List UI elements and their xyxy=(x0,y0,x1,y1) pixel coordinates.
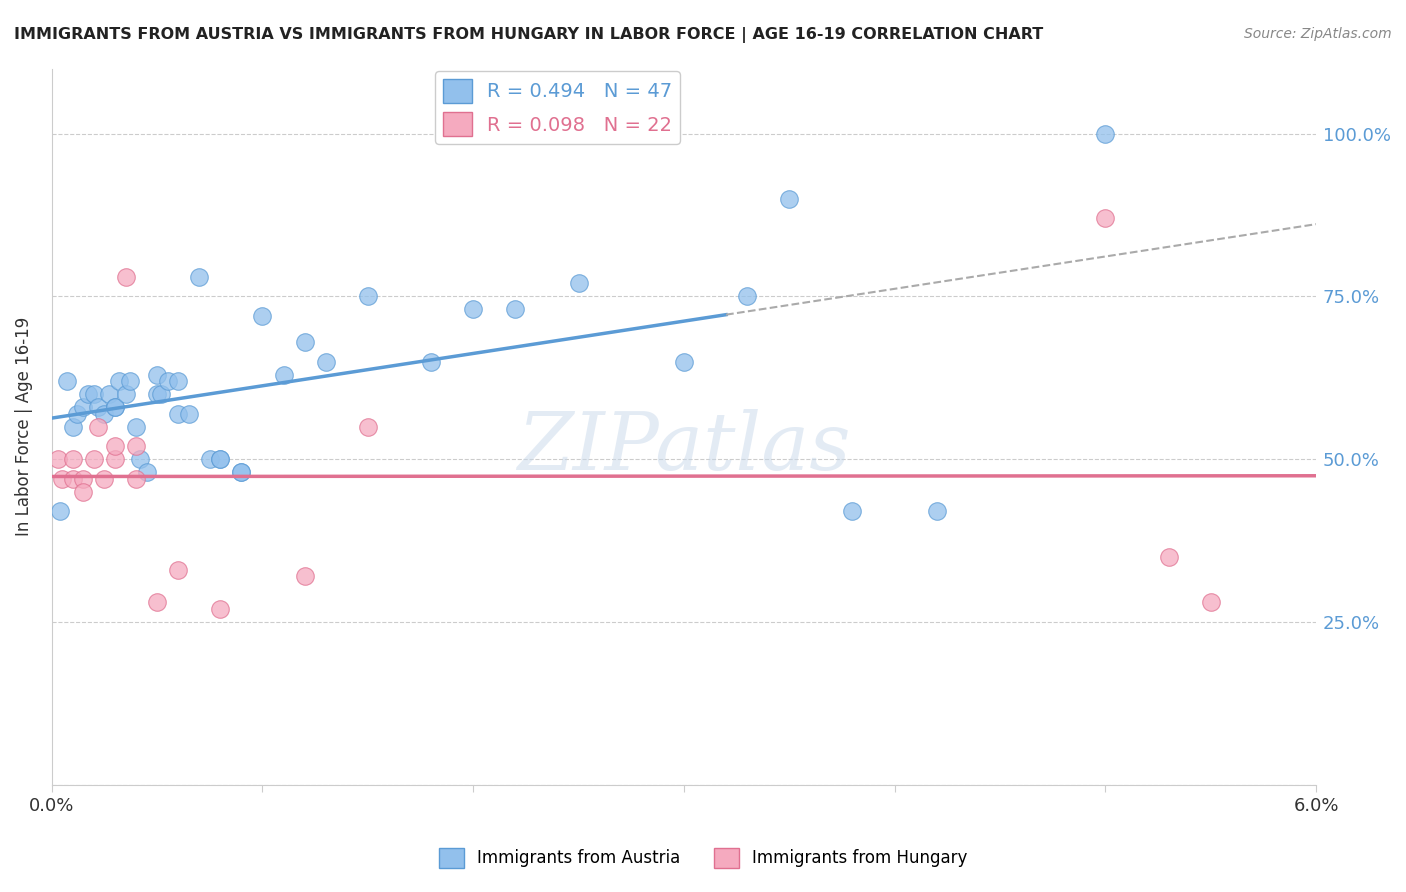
Point xyxy=(167,407,190,421)
Point xyxy=(93,407,115,421)
Point xyxy=(125,439,148,453)
Point xyxy=(83,452,105,467)
Point xyxy=(62,472,84,486)
Point xyxy=(108,374,131,388)
Point xyxy=(51,472,73,486)
Point xyxy=(146,595,169,609)
Point xyxy=(76,387,98,401)
Point xyxy=(156,374,179,388)
Point xyxy=(150,387,173,401)
Point xyxy=(87,400,110,414)
Point xyxy=(231,465,253,479)
Text: ZIPatlas: ZIPatlas xyxy=(517,409,851,487)
Point xyxy=(177,407,200,421)
Point xyxy=(1094,127,1116,141)
Legend: Immigrants from Austria, Immigrants from Hungary: Immigrants from Austria, Immigrants from… xyxy=(432,841,974,875)
Point xyxy=(1199,595,1222,609)
Point xyxy=(294,334,316,349)
Text: IMMIGRANTS FROM AUSTRIA VS IMMIGRANTS FROM HUNGARY IN LABOR FORCE | AGE 16-19 CO: IMMIGRANTS FROM AUSTRIA VS IMMIGRANTS FR… xyxy=(14,27,1043,43)
Point xyxy=(83,387,105,401)
Text: Source: ZipAtlas.com: Source: ZipAtlas.com xyxy=(1244,27,1392,41)
Point xyxy=(357,289,380,303)
Point xyxy=(146,368,169,382)
Point xyxy=(925,504,948,518)
Point xyxy=(1094,211,1116,226)
Point xyxy=(114,387,136,401)
Point xyxy=(104,452,127,467)
Point xyxy=(125,419,148,434)
Legend: R = 0.494   N = 47, R = 0.098   N = 22: R = 0.494 N = 47, R = 0.098 N = 22 xyxy=(434,71,681,144)
Point xyxy=(630,127,652,141)
Point xyxy=(114,269,136,284)
Point xyxy=(198,452,221,467)
Point xyxy=(672,354,695,368)
Point xyxy=(273,368,295,382)
Point xyxy=(1157,549,1180,564)
Point xyxy=(841,504,863,518)
Point xyxy=(209,452,232,467)
Y-axis label: In Labor Force | Age 16-19: In Labor Force | Age 16-19 xyxy=(15,317,32,536)
Point xyxy=(118,374,141,388)
Point xyxy=(104,400,127,414)
Point xyxy=(567,277,589,291)
Point xyxy=(62,419,84,434)
Point xyxy=(294,569,316,583)
Point xyxy=(72,400,94,414)
Point xyxy=(735,289,758,303)
Point xyxy=(146,387,169,401)
Point xyxy=(252,309,274,323)
Point xyxy=(209,452,232,467)
Point xyxy=(778,192,800,206)
Point xyxy=(420,354,443,368)
Point xyxy=(463,302,485,317)
Point xyxy=(72,484,94,499)
Point xyxy=(62,452,84,467)
Point xyxy=(104,400,127,414)
Point xyxy=(231,465,253,479)
Point xyxy=(167,563,190,577)
Point xyxy=(97,387,120,401)
Point xyxy=(129,452,152,467)
Point xyxy=(357,419,380,434)
Point xyxy=(315,354,337,368)
Point xyxy=(46,452,69,467)
Point xyxy=(49,504,72,518)
Point xyxy=(87,419,110,434)
Point xyxy=(55,374,77,388)
Point xyxy=(93,472,115,486)
Point xyxy=(167,374,190,388)
Point xyxy=(209,602,232,616)
Point xyxy=(125,472,148,486)
Point xyxy=(188,269,211,284)
Point xyxy=(104,439,127,453)
Point xyxy=(505,302,527,317)
Point xyxy=(72,472,94,486)
Point xyxy=(135,465,157,479)
Point xyxy=(66,407,89,421)
